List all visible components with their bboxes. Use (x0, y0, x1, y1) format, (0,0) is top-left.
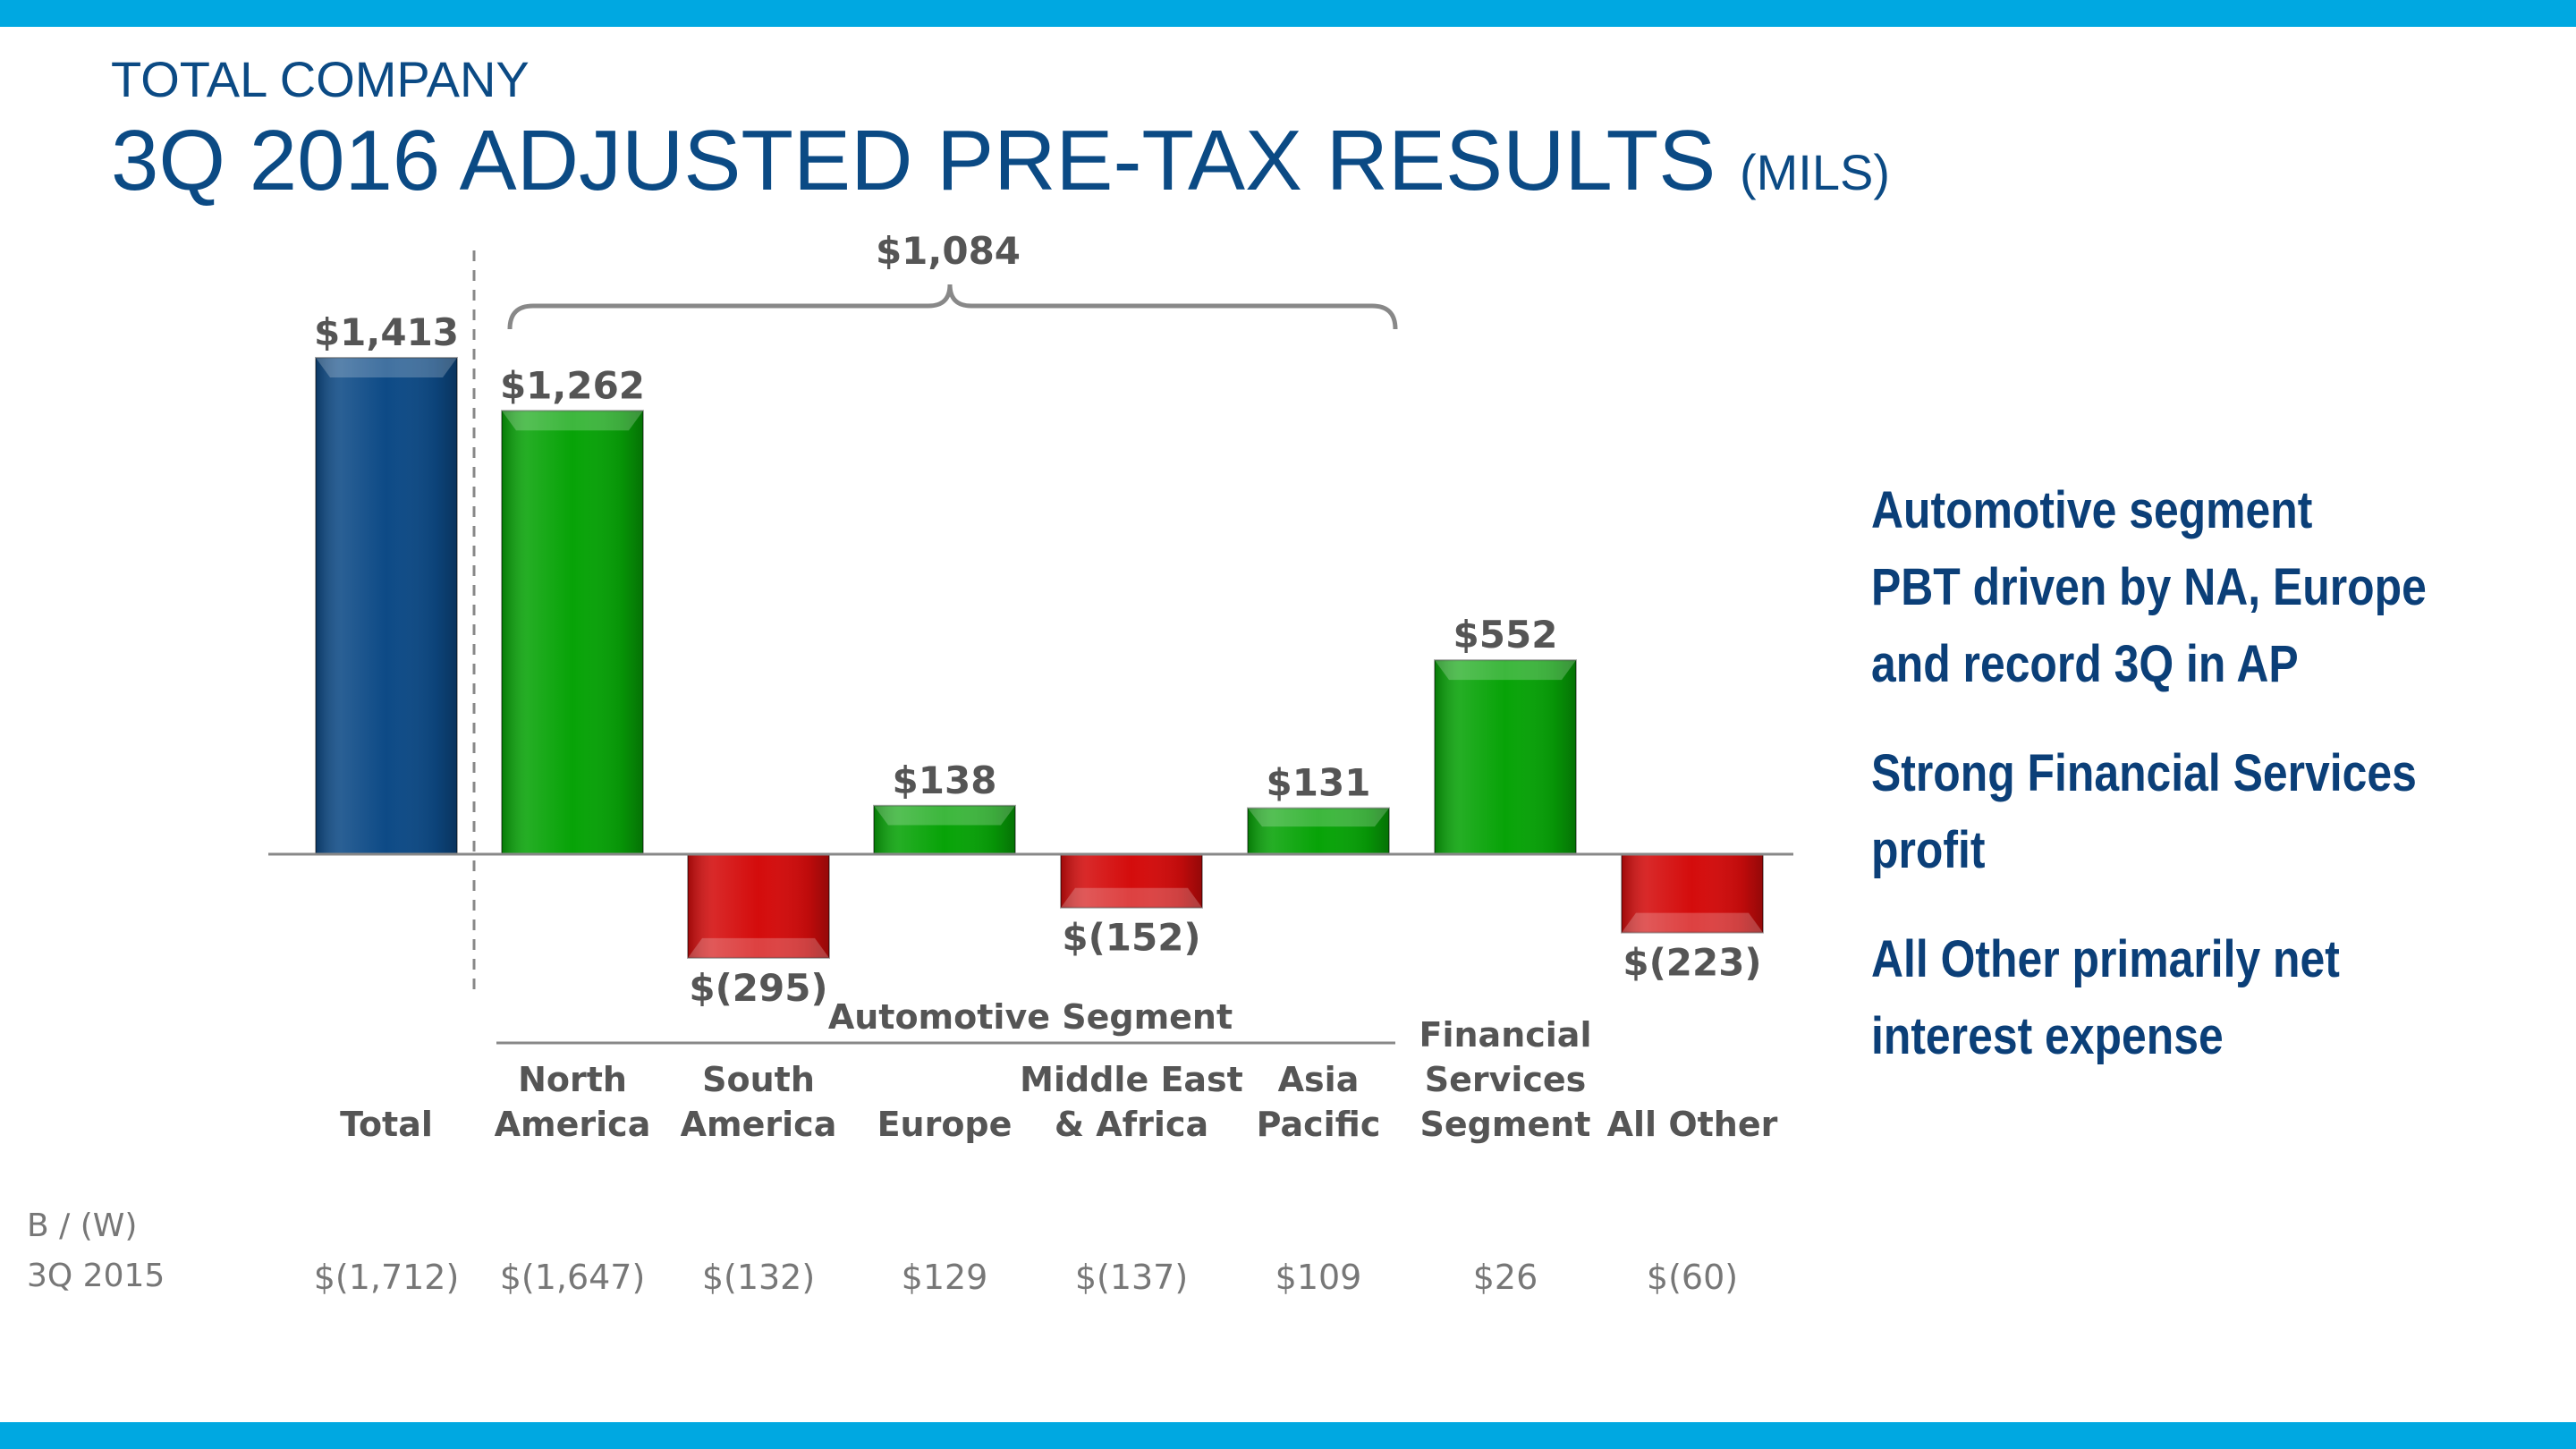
category-label-financial-services-segment-line-1: Financial (1419, 1015, 1592, 1055)
bar-bevel-middle-east-africa (1061, 887, 1202, 908)
takeaway-financial-services: Strong Financial Services profit (1871, 744, 2417, 879)
bar-shading-middle-east-africa (1061, 854, 1202, 908)
bar-shading-asia-pacific (1248, 808, 1389, 854)
takeaway-automotive: Automotive segment PBT driven by NA, Eur… (1871, 481, 2427, 693)
slide-title: 3Q 2016 ADJUSTED PRE-TAX RESULTS (MILS) (111, 118, 1890, 204)
automotive-group-label: Automotive Segment (828, 997, 1233, 1037)
comparison-value-south-america: $(132) (701, 1258, 816, 1297)
comparison-label-period: 3Q 2015 (27, 1258, 165, 1294)
comparison-value-total: $(1,712) (313, 1258, 460, 1297)
comparison-value-financial-services-segment: $26 (1472, 1258, 1538, 1297)
bar-bevel-asia-pacific (1248, 808, 1389, 827)
category-label-south-america-line-1: South (702, 1060, 815, 1099)
bar-shading-south-america (688, 854, 829, 958)
data-label-north-america: $1,262 (500, 363, 645, 407)
data-label-all-other: $(223) (1623, 941, 1761, 985)
category-label-asia-pacific-line-2: Pacific (1257, 1105, 1381, 1144)
top-accent-band (0, 0, 2576, 27)
bar-series (315, 357, 1764, 959)
category-label-financial-services-segment-line-3: Segment (1420, 1105, 1591, 1144)
data-label-total: $1,413 (314, 310, 459, 354)
comparison-value-europe: $129 (901, 1258, 988, 1297)
category-label-asia-pacific-line-1: Asia (1278, 1060, 1360, 1099)
comparison-value-middle-east-africa: $(137) (1074, 1258, 1189, 1297)
comparison-value-north-america: $(1,647) (499, 1258, 646, 1297)
section-kicker: TOTAL COMPANY (111, 51, 530, 107)
takeaway-all-other: All Other primarily net interest expense (1871, 930, 2340, 1065)
comparison-label-bw: B / (W) (27, 1208, 138, 1244)
category-label-financial-services-segment-line-2: Services (1425, 1060, 1587, 1099)
slide-title-unit: (MILS) (1740, 144, 1890, 200)
automotive-bracket-label: $1,084 (876, 229, 1021, 273)
category-label-north-america-line-1: North (518, 1060, 627, 1099)
data-label-south-america: $(295) (689, 966, 827, 1010)
key-takeaways: Automotive segment PBT driven by NA, Eur… (1871, 472, 2456, 1107)
data-label-asia-pacific: $131 (1267, 761, 1371, 805)
bar-bevel-total (316, 358, 457, 377)
category-label-all-other-line-1: All Other (1607, 1105, 1778, 1144)
bar-shading-all-other (1622, 854, 1763, 933)
category-label-middle-east-africa-line-2: & Africa (1055, 1105, 1208, 1144)
bar-shading-europe (874, 805, 1015, 854)
data-labels: $1,413 $1,262 $(295) $138 $(152) $131 $552 $(22… (314, 310, 1762, 1010)
slide-title-text: 3Q 2016 ADJUSTED PRE-TAX RESULTS (111, 113, 1716, 208)
data-label-financial-services-segment: $552 (1453, 613, 1558, 657)
bar-bevel-all-other (1622, 912, 1763, 933)
data-label-middle-east-africa: $(152) (1062, 916, 1200, 960)
automotive-bracket (507, 284, 1398, 330)
data-label-europe: $138 (893, 758, 997, 802)
category-label-south-america-line-2: America (681, 1105, 837, 1144)
bar-shading-financial-services-segment (1435, 660, 1576, 854)
category-label-europe-line-1: Europe (877, 1105, 1013, 1144)
bar-bevel-north-america (502, 411, 643, 431)
bar-shading-total (316, 358, 457, 854)
comparison-value-asia-pacific: $109 (1275, 1258, 1362, 1297)
category-labels: Total North America South America EuropeMiddl… (340, 1015, 1778, 1144)
bar-bevel-europe (874, 805, 1015, 826)
bar-shading-north-america (502, 411, 643, 854)
category-label-total-line-1: Total (340, 1105, 433, 1144)
bottom-accent-band (0, 1422, 2576, 1449)
bar-bevel-south-america (688, 937, 829, 958)
category-label-north-america-line-2: America (495, 1105, 651, 1144)
bar-bevel-financial-services-segment (1435, 660, 1576, 681)
category-label-middle-east-africa-line-1: Middle East (1020, 1060, 1243, 1099)
comparison-value-all-other: $(60) (1646, 1258, 1739, 1297)
